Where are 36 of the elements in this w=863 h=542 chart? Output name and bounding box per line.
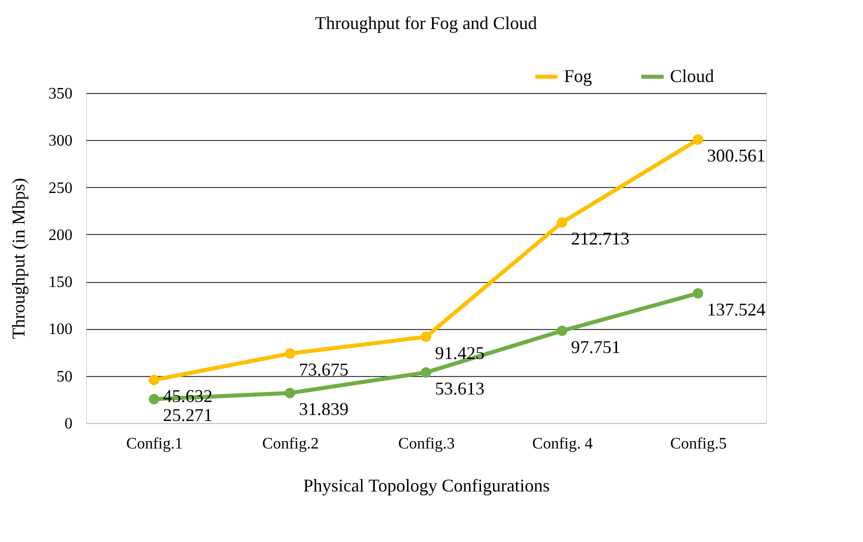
data-label: 25.271 [163, 405, 212, 426]
data-label: 137.524 [707, 299, 766, 320]
y-tick-label: 0 [64, 416, 72, 432]
point [556, 217, 568, 228]
point [148, 374, 160, 386]
x-tick-label: Config.1 [126, 436, 183, 452]
y-tick-label: 100 [48, 321, 72, 338]
data-label: 300.561 [707, 146, 766, 166]
x-axis-title: Physical Topology Configurations [303, 476, 550, 496]
data-label: 53.613 [435, 378, 484, 398]
legend-label: Fog [564, 66, 592, 86]
y-tick-label: 350 [48, 86, 72, 102]
x-tick-label: Config.3 [398, 436, 455, 452]
data-label: 91.425 [435, 342, 484, 363]
data-label: 31.839 [299, 398, 348, 419]
data-label: 73.675 [299, 360, 348, 380]
x-tick-label: Config.2 [262, 436, 319, 452]
point [692, 288, 704, 299]
y-tick-label: 250 [48, 180, 72, 197]
point [692, 134, 704, 145]
point [420, 332, 432, 342]
y-tick-label: 200 [48, 226, 72, 244]
x-tick-label: Config. 4 [532, 436, 593, 452]
y-tick-label: 50 [56, 368, 72, 386]
point [284, 388, 296, 398]
legend-label: Cloud [670, 66, 714, 86]
chart-title: Throughput for Fog and Cloud [315, 13, 537, 33]
y-tick-label: 300 [48, 132, 72, 150]
point [556, 326, 568, 336]
data-label: 97.751 [571, 336, 620, 357]
point [284, 348, 296, 359]
point [420, 367, 432, 378]
y-axis-title: Throughput (in Mbps) [8, 178, 28, 339]
x-tick-label: Config.5 [670, 436, 727, 452]
y-tick-label: 150 [48, 274, 72, 292]
point [148, 394, 160, 404]
